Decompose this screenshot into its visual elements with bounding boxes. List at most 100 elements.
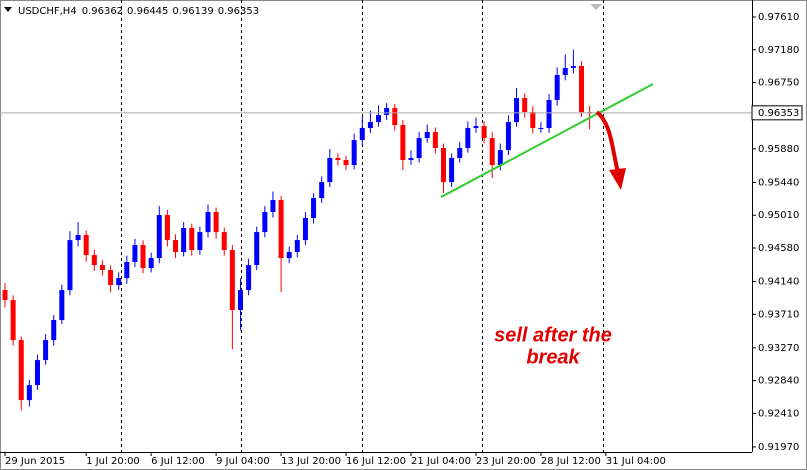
candle-body: [26, 385, 32, 401]
x-tick-label: 21 Jul 04:00: [411, 456, 471, 467]
candle-body: [189, 228, 195, 251]
candle-body: [562, 68, 568, 76]
candle-body: [327, 158, 333, 183]
y-tick-label: 0.92410: [758, 408, 799, 419]
y-tick-label: 0.95010: [758, 210, 799, 221]
annotation: sell after the: [494, 324, 612, 346]
y-tick-label: 0.95440: [758, 177, 799, 188]
chart-header: USDCHF,H4 0.96362 0.96445 0.96139 0.96353: [18, 6, 259, 17]
x-tick-label: 16 Jul 12:00: [346, 456, 406, 467]
candle-body: [2, 290, 8, 301]
red-arrow: [595, 110, 626, 190]
candle-body: [489, 138, 495, 166]
x-tick-label: 31 Jul 04:00: [606, 456, 666, 467]
candle-body: [246, 265, 252, 291]
menu-triangle[interactable]: [4, 7, 12, 12]
x-tick-label: 1 Jul 20:00: [86, 456, 140, 467]
candle-body: [514, 98, 520, 123]
candle-body: [278, 200, 284, 259]
annotation: break: [526, 346, 580, 368]
arrow-shaft: [595, 110, 620, 173]
shift-marker: [590, 4, 602, 10]
candle-body: [473, 126, 479, 128]
candle-body: [197, 232, 203, 251]
candle-body: [156, 215, 162, 259]
candle-body: [367, 122, 373, 128]
candle-body: [108, 270, 114, 286]
y-tick-label: 0.94580: [758, 243, 799, 254]
candle-body: [416, 138, 422, 159]
candle-body: [546, 100, 552, 128]
current-price-label: 0.96353: [758, 108, 799, 119]
candle-body: [400, 125, 406, 161]
x-tick-label: 29 Jun 2015: [5, 456, 65, 467]
candle-body: [270, 200, 276, 213]
candle-body: [522, 98, 528, 112]
candle-body: [481, 126, 487, 139]
candle-body: [213, 212, 219, 233]
candle-body: [449, 158, 455, 183]
candle-body: [34, 360, 40, 386]
candle-body: [237, 290, 243, 311]
candle-body: [221, 232, 227, 251]
y-tick-label: 0.96750: [758, 78, 799, 89]
candle-body: [497, 150, 503, 166]
candle-body: [538, 127, 544, 129]
candle-body: [440, 148, 446, 183]
candle-body: [59, 290, 65, 321]
candle-body: [116, 278, 122, 286]
candle-body: [376, 115, 382, 123]
candle-body: [570, 66, 576, 69]
candle-body: [294, 240, 300, 253]
y-tick-label: 0.93270: [758, 343, 799, 354]
candle-body: [124, 262, 130, 279]
candle-body: [359, 127, 365, 141]
candle-body: [262, 212, 268, 233]
candle-body: [424, 132, 430, 139]
y-tick-label: 0.93710: [758, 309, 799, 320]
candle-body: [173, 240, 179, 253]
y-tick-label: 0.94140: [758, 277, 799, 288]
y-tick-label: 0.97610: [758, 12, 799, 23]
candle-body: [83, 235, 89, 256]
trendline: [440, 83, 654, 198]
candle-body: [229, 250, 235, 311]
x-tick-label: 28 Jul 12:00: [541, 456, 601, 467]
candle-body: [457, 148, 463, 159]
candle-body: [319, 182, 325, 199]
x-tick-label: 13 Jul 20:00: [281, 456, 341, 467]
candle-body: [132, 245, 138, 263]
x-tick-label: 23 Jul 20:00: [476, 456, 536, 467]
candle-body: [43, 340, 49, 361]
candle-body: [530, 111, 536, 128]
candle-body: [75, 235, 81, 241]
candle-body: [51, 320, 57, 341]
candle-body: [67, 240, 73, 291]
candle-body: [181, 228, 187, 253]
y-tick-label: 0.92840: [758, 376, 799, 387]
header-low: 0.96139: [172, 6, 213, 17]
x-tick-label: 6 Jul 12:00: [151, 456, 205, 467]
y-tick-label: 0.97180: [758, 45, 799, 56]
candle-body: [205, 212, 211, 233]
candle-body: [99, 265, 105, 271]
candle-body: [10, 300, 16, 341]
current-price-box: [751, 105, 803, 121]
y-tick-label: 0.95880: [758, 144, 799, 155]
candle-body: [311, 198, 317, 219]
symbol: USDCHF,H4: [18, 6, 77, 17]
candle-body: [335, 158, 341, 161]
candle-body: [351, 140, 357, 166]
candle-body: [579, 66, 585, 113]
candle-body: [140, 245, 146, 269]
candle-body: [148, 258, 154, 269]
candle-body: [91, 255, 97, 266]
y-tick-label: 0.91970: [758, 442, 799, 453]
candle-body: [164, 215, 170, 241]
header-high: 0.96445: [127, 6, 168, 17]
candle-body: [18, 340, 24, 401]
arrow-head: [609, 168, 626, 190]
candle-body: [254, 232, 260, 266]
candle-body: [302, 218, 308, 241]
